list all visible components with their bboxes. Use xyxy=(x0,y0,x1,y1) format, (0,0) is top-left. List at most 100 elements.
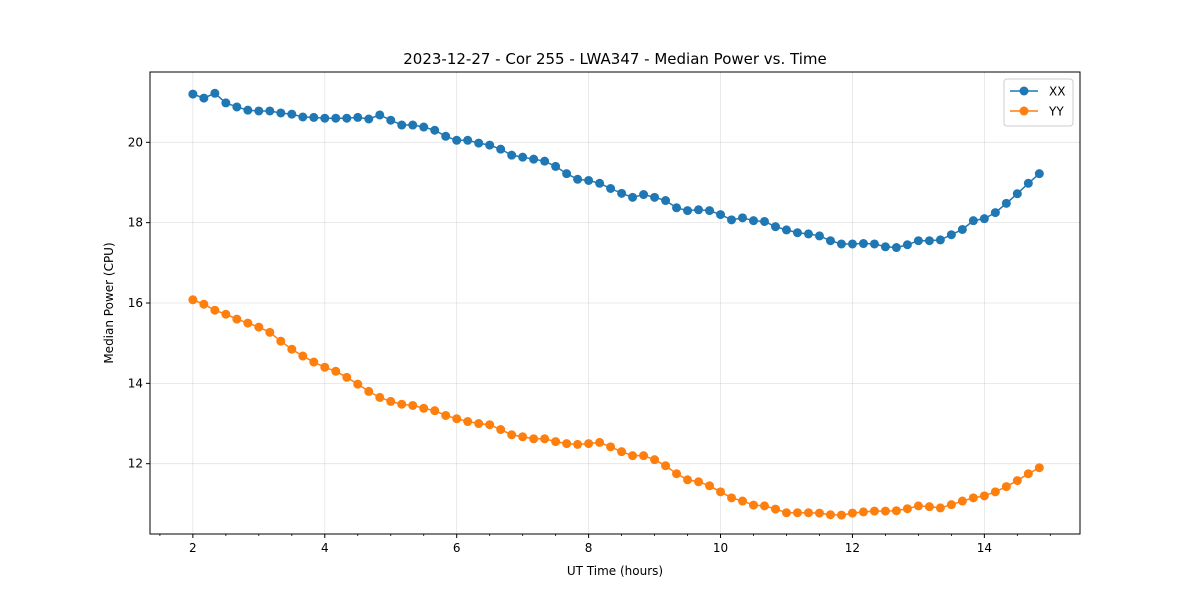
data-point-yy xyxy=(419,403,429,413)
data-point-yy xyxy=(990,487,1000,497)
data-point-yy xyxy=(606,442,616,452)
y-tick-label: 12 xyxy=(128,457,143,471)
data-point-xx xyxy=(781,225,791,235)
data-point-xx xyxy=(1023,178,1033,188)
data-point-yy xyxy=(628,451,638,461)
data-point-xx xyxy=(397,120,407,130)
data-point-yy xyxy=(858,507,868,517)
data-point-yy xyxy=(320,362,330,372)
data-point-xx xyxy=(188,89,198,99)
data-point-xx xyxy=(672,203,682,213)
data-point-xx xyxy=(924,236,934,246)
data-point-xx xyxy=(935,235,945,245)
legend-label-xx: XX xyxy=(1049,85,1065,99)
data-point-yy xyxy=(540,434,550,444)
data-point-yy xyxy=(397,399,407,409)
data-point-xx xyxy=(1012,189,1022,199)
data-point-xx xyxy=(342,113,352,123)
data-point-xx xyxy=(902,240,912,250)
data-point-xx xyxy=(364,114,374,124)
data-point-yy xyxy=(1034,463,1044,473)
data-point-yy xyxy=(770,504,780,514)
data-point-yy xyxy=(441,410,451,420)
y-tick-label: 20 xyxy=(128,135,143,149)
x-tick-label: 12 xyxy=(845,541,860,555)
x-axis-label: UT Time (hours) xyxy=(567,564,663,578)
data-point-xx xyxy=(694,205,704,215)
data-point-xx xyxy=(749,216,759,226)
data-point-yy xyxy=(924,502,934,512)
data-point-yy xyxy=(551,437,561,447)
data-point-xx xyxy=(869,239,879,249)
data-point-xx xyxy=(496,144,506,154)
data-point-yy xyxy=(386,396,396,406)
data-point-xx xyxy=(540,156,550,166)
data-point-yy xyxy=(946,500,956,510)
data-point-yy xyxy=(430,406,440,416)
data-point-xx xyxy=(979,214,989,224)
data-point-yy xyxy=(639,451,649,461)
data-point-yy xyxy=(199,299,209,309)
data-point-yy xyxy=(342,372,352,382)
data-point-yy xyxy=(803,508,813,518)
data-point-xx xyxy=(276,108,286,118)
data-point-xx xyxy=(562,169,572,179)
data-point-yy xyxy=(210,305,220,315)
data-point-yy xyxy=(1023,469,1033,479)
data-point-yy xyxy=(792,508,802,518)
data-point-yy xyxy=(254,322,264,332)
data-point-xx xyxy=(727,215,737,225)
data-point-yy xyxy=(452,414,462,424)
data-point-xx xyxy=(683,206,693,216)
data-point-yy xyxy=(716,487,726,497)
data-point-xx xyxy=(408,120,418,130)
data-point-xx xyxy=(946,230,956,240)
data-point-yy xyxy=(749,500,759,510)
data-point-xx xyxy=(1001,198,1011,208)
data-point-yy xyxy=(968,493,978,503)
data-point-xx xyxy=(716,210,726,220)
data-point-xx xyxy=(880,242,890,252)
data-point-xx xyxy=(419,122,429,132)
data-point-yy xyxy=(847,508,857,518)
data-point-yy xyxy=(814,508,824,518)
data-point-yy xyxy=(298,351,308,361)
data-point-yy xyxy=(309,357,319,367)
data-point-yy xyxy=(825,510,835,520)
data-point-xx xyxy=(320,113,330,123)
data-point-xx xyxy=(386,115,396,125)
x-tick-label: 4 xyxy=(321,541,329,555)
data-point-yy xyxy=(188,295,198,305)
data-point-xx xyxy=(573,174,583,184)
data-point-yy xyxy=(518,432,528,442)
data-point-xx xyxy=(298,112,308,122)
data-point-xx xyxy=(990,208,1000,218)
data-point-yy xyxy=(408,400,418,410)
data-point-xx xyxy=(232,102,242,112)
data-point-yy xyxy=(979,491,989,501)
data-point-yy xyxy=(957,496,967,506)
data-point-xx xyxy=(287,109,297,119)
data-point-yy xyxy=(485,420,495,430)
data-point-xx xyxy=(957,224,967,234)
data-point-xx xyxy=(551,161,561,171)
data-point-xx xyxy=(353,112,363,122)
data-point-yy xyxy=(584,439,594,449)
data-point-xx xyxy=(661,196,671,206)
y-tick-label: 14 xyxy=(128,376,143,390)
data-point-xx xyxy=(474,138,484,148)
data-point-xx xyxy=(595,178,605,188)
data-point-xx xyxy=(792,228,802,238)
data-point-yy xyxy=(760,501,770,511)
x-tick-label: 14 xyxy=(977,541,992,555)
data-point-yy xyxy=(869,506,879,516)
data-point-yy xyxy=(650,455,660,465)
axis-ticks: 2 4 6 8 10 12 14 12 14 16 18 20 xyxy=(128,135,1051,555)
data-point-xx xyxy=(441,131,451,141)
data-point-xx xyxy=(221,98,231,108)
data-point-yy xyxy=(913,501,923,511)
data-point-yy xyxy=(243,318,253,328)
data-point-yy xyxy=(474,419,484,429)
y-tick-label: 18 xyxy=(128,216,143,230)
data-point-xx xyxy=(639,190,649,200)
